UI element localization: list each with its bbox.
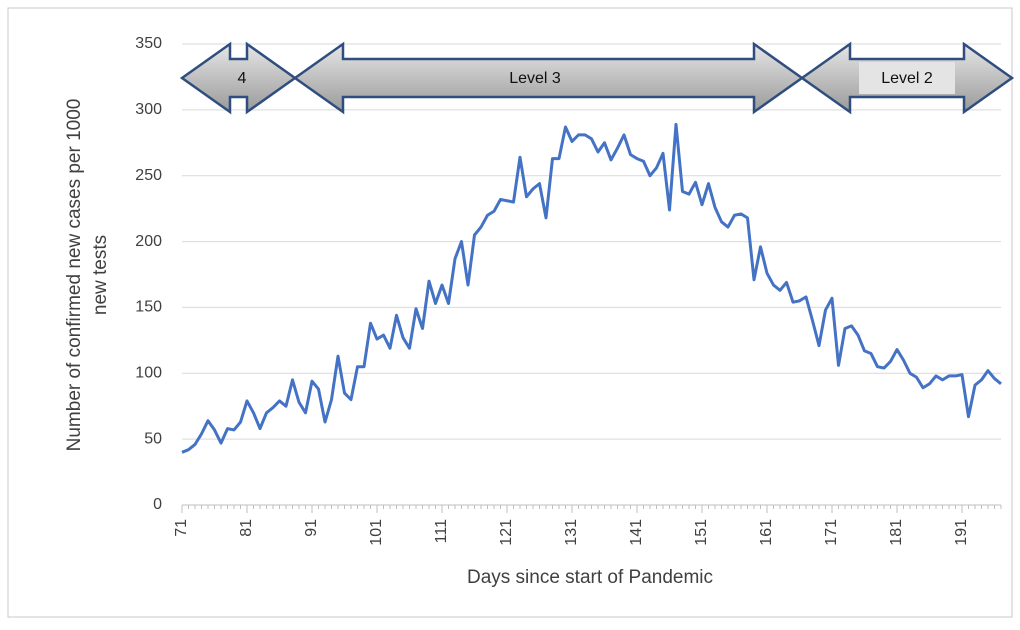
y-tick-label: 200 xyxy=(135,233,162,250)
x-tick-label: 171 xyxy=(823,519,840,546)
y-tick-label: 250 xyxy=(135,167,162,184)
x-tick-label: 101 xyxy=(368,519,385,546)
x-tick-label: 71 xyxy=(173,519,190,537)
arrow-label: Level 3 xyxy=(509,70,561,87)
y-tick-label: 0 xyxy=(153,496,162,513)
y-tick-label: 150 xyxy=(135,299,162,316)
label-box xyxy=(859,62,955,94)
x-tick-label: 191 xyxy=(953,519,970,546)
x-tick-label: 131 xyxy=(563,519,580,546)
x-axis-title: Days since start of Pandemic xyxy=(467,567,713,588)
x-tick-label: 121 xyxy=(498,519,515,546)
x-tick-label: 141 xyxy=(628,519,645,546)
y-axis-title: new tests xyxy=(90,235,111,315)
y-tick-label: 300 xyxy=(135,101,162,118)
x-tick-label: 81 xyxy=(238,519,255,537)
x-tick-label: 181 xyxy=(888,519,905,546)
arrow-label: Level 2 xyxy=(881,70,933,87)
y-tick-label: 350 xyxy=(135,35,162,52)
x-tick-label: 151 xyxy=(693,519,710,546)
data-line xyxy=(181,122,1002,454)
y-tick-label: 100 xyxy=(135,365,162,382)
x-tick-label: 91 xyxy=(303,519,320,537)
y-axis-title: Number of confirmed new cases per 1000 xyxy=(64,99,85,452)
x-tick-label: 161 xyxy=(758,519,775,546)
y-tick-label: 50 xyxy=(144,430,162,447)
arrow-label: 4 xyxy=(238,70,247,87)
x-tick-label: 111 xyxy=(433,519,450,543)
